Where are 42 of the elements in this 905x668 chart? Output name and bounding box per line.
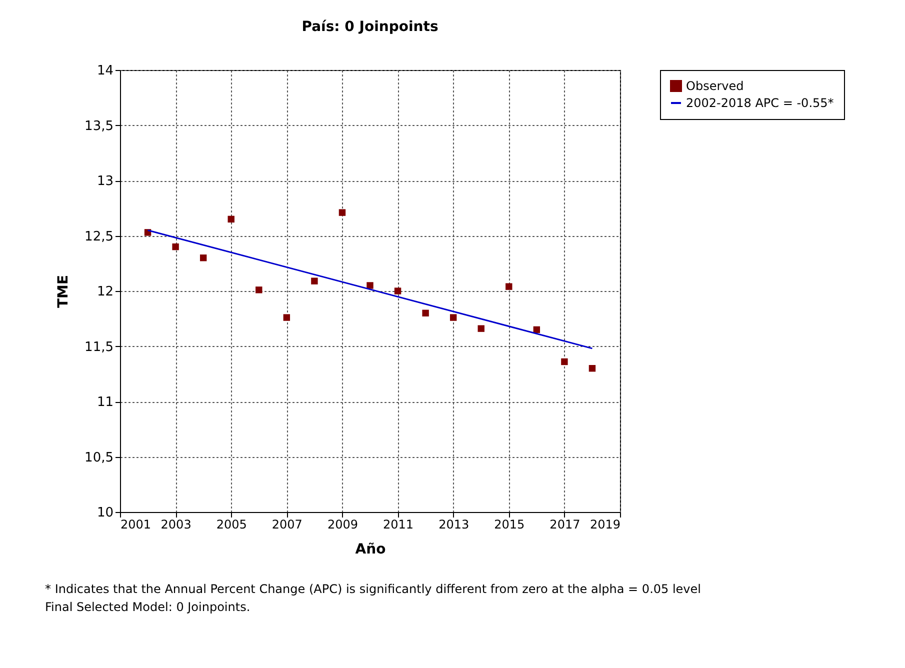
point [200, 254, 207, 262]
legend-label: Observed [686, 79, 744, 93]
y-tick-label: 13 [96, 174, 114, 189]
y-tick-label: 10 [96, 506, 114, 520]
x-tick-label: 2007 [272, 518, 302, 532]
chart-title: País: 0 Joinpoints [302, 19, 438, 35]
x-tick-label: 2005 [216, 518, 247, 532]
point [506, 283, 512, 290]
x-tick-label: 2019 [590, 518, 620, 532]
x-axis-title: Año [355, 542, 386, 558]
point [394, 288, 402, 294]
point [478, 325, 484, 332]
point [256, 286, 262, 294]
point [172, 243, 179, 250]
point [588, 364, 596, 372]
text: * Indicates that the Annual Percent Change (APC) is significantly different from zero at the alpha = 0.05 level [45, 582, 701, 596]
y-axis-title: TME [56, 274, 72, 308]
y-tick-label: 12,5 [84, 229, 114, 244]
point [228, 216, 234, 223]
text: Final Selected Model: 0 Joinpoints. [45, 600, 250, 614]
y-tick-label: 10,5 [84, 450, 114, 466]
x-tick-label: 2001 [120, 518, 152, 532]
y-tick-label: 11,5 [84, 340, 114, 355]
y-tick-label: 12 [96, 284, 114, 300]
y-tick-label: 11 [96, 395, 114, 410]
point [366, 282, 374, 289]
y-tick-label: 13,5 [84, 118, 114, 134]
x-tick-label: 2003 [160, 518, 192, 532]
x-tick-label: 2015 [494, 518, 525, 532]
x-tick-label: 2013 [438, 518, 470, 532]
x-tick-label: 2009 [327, 518, 358, 532]
point [283, 314, 290, 321]
point [561, 358, 568, 366]
x-tick-label: 2011 [383, 518, 414, 532]
x-tick-label: 2017 [550, 518, 580, 532]
point [338, 209, 346, 216]
point [450, 314, 457, 321]
y-tick-label: 14 [96, 64, 114, 78]
legend-label: 2002-2018 APC = -0.55* [686, 96, 834, 110]
point [533, 326, 540, 334]
point [311, 278, 318, 284]
point [422, 310, 429, 316]
